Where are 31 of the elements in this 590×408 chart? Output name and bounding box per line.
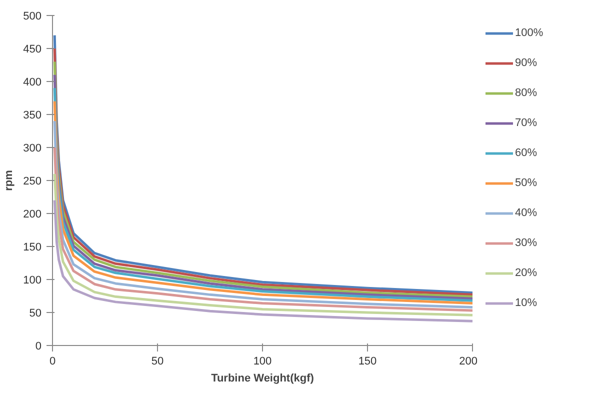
x-tick-label: 200: [459, 356, 478, 368]
x-tick-label: 150: [358, 356, 377, 368]
y-axis-title: rpm: [3, 170, 16, 191]
line-series: [53, 146, 472, 312]
legend-label: 90%: [515, 57, 538, 69]
y-tick-label: 100: [23, 274, 42, 286]
legend-label: 30%: [515, 237, 538, 249]
legend-label: 70%: [515, 117, 538, 129]
y-tick-label: 400: [23, 76, 42, 88]
line-series: [53, 199, 472, 322]
line-series: [53, 172, 472, 316]
legend-label: 60%: [515, 147, 538, 159]
y-tick-label: 50: [29, 308, 42, 320]
y-tick-label: 150: [23, 242, 42, 254]
x-tick-label: 0: [49, 356, 56, 368]
legend-label: 10%: [515, 297, 538, 309]
y-tick-label: 200: [23, 208, 42, 220]
y-tick-label: 350: [23, 110, 42, 122]
x-tick-label: 50: [151, 356, 164, 368]
y-tick-label: 300: [23, 142, 42, 154]
y-tick-label: 450: [23, 44, 42, 56]
legend-label: 100%: [515, 27, 544, 39]
y-tick-label: 500: [23, 10, 42, 22]
x-axis-title: Turbine Weight(kgf): [211, 372, 314, 384]
y-tick-label: 0: [35, 340, 42, 352]
y-tick-label: 250: [23, 176, 42, 188]
legend-label: 80%: [515, 87, 538, 99]
legend-label: 50%: [515, 177, 538, 189]
x-tick-label: 100: [253, 356, 272, 368]
legend-label: 40%: [515, 207, 538, 219]
legend-label: 20%: [515, 267, 538, 279]
